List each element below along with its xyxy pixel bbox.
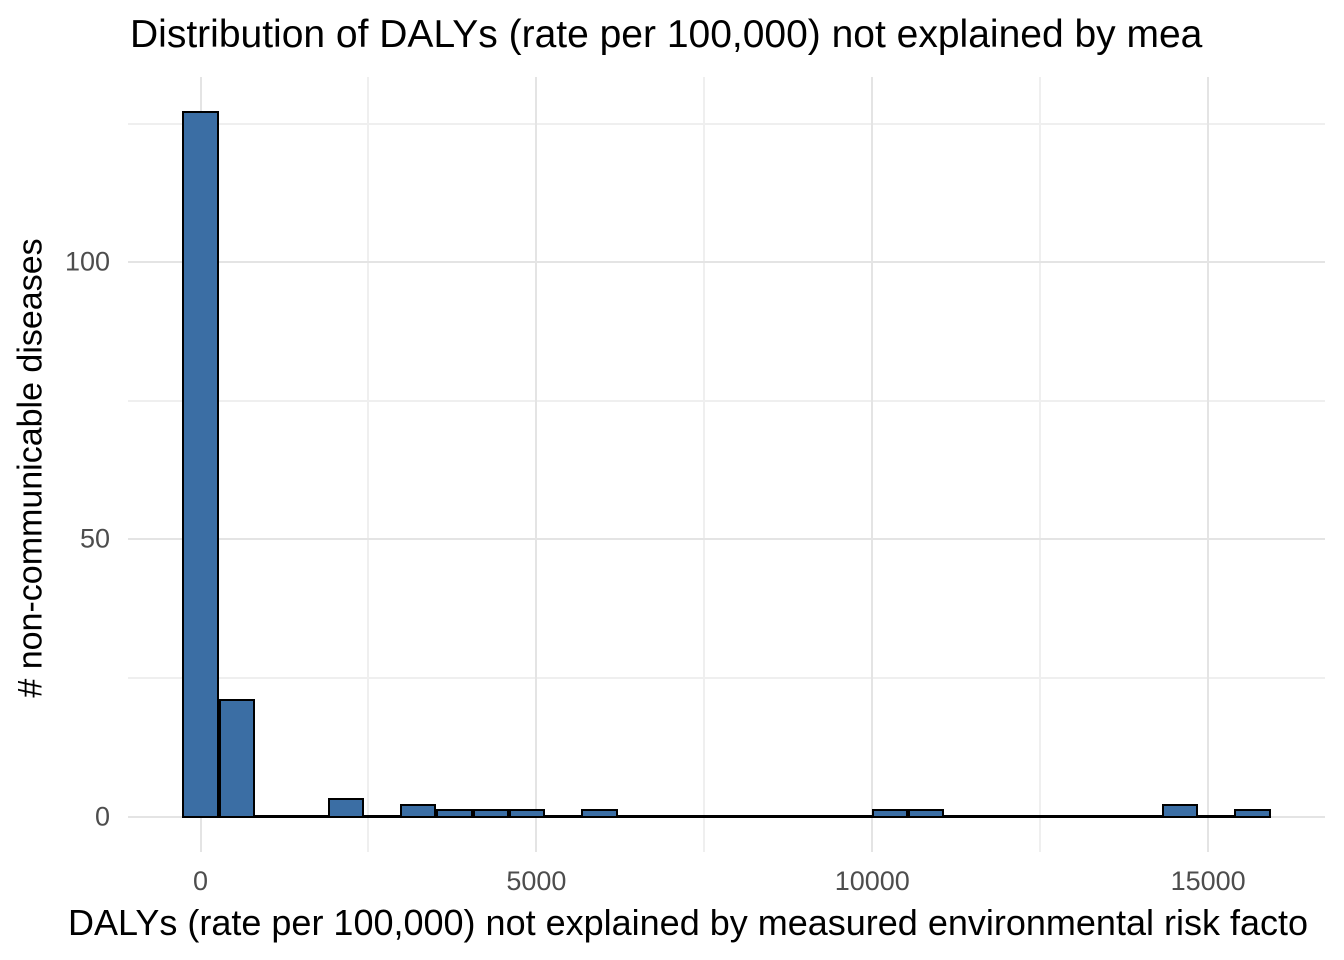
gridline-x-major bbox=[535, 77, 538, 852]
x-tick-label: 15000 bbox=[1170, 866, 1246, 896]
gridline-x-minor bbox=[703, 77, 706, 852]
y-tick-label: 0 bbox=[94, 801, 110, 832]
y-tick-label: 100 bbox=[64, 246, 110, 277]
histogram-bar bbox=[1161, 803, 1199, 818]
gridline-y-major bbox=[128, 261, 1325, 264]
gridline-x-minor bbox=[1039, 77, 1042, 852]
chart-title: Distribution of DALYs (rate per 100,000)… bbox=[130, 13, 1203, 56]
histogram-bar bbox=[472, 809, 509, 818]
histogram-bar bbox=[871, 809, 908, 818]
gridline-y-minor bbox=[128, 676, 1325, 679]
histogram-bar bbox=[436, 809, 473, 818]
gridline-y-minor bbox=[128, 122, 1325, 125]
histogram-bar bbox=[907, 809, 945, 818]
x-tick-label: 0 bbox=[193, 866, 209, 896]
y-axis-label: # non-communicable diseases bbox=[11, 238, 50, 698]
y-tick-label: 50 bbox=[79, 523, 110, 554]
histogram-bar bbox=[182, 110, 219, 818]
x-axis-label: DALYs (rate per 100,000) not explained b… bbox=[68, 902, 1308, 943]
histogram-bar bbox=[218, 698, 255, 818]
histogram-bar bbox=[508, 809, 546, 818]
x-tick-label: 10000 bbox=[834, 866, 910, 896]
gridline-x-minor bbox=[367, 77, 370, 852]
histogram-bar bbox=[581, 809, 618, 818]
gridline-x-major bbox=[1207, 77, 1210, 852]
gridline-y-major bbox=[128, 538, 1325, 541]
gridline-x-major bbox=[871, 77, 874, 852]
histogram-bar bbox=[1234, 809, 1271, 818]
x-tick-label: 5000 bbox=[506, 866, 567, 896]
gridline-y-minor bbox=[128, 399, 1325, 402]
histogram-baseline bbox=[182, 815, 1271, 819]
histogram-bar bbox=[327, 798, 364, 818]
histogram-bar bbox=[400, 803, 437, 818]
